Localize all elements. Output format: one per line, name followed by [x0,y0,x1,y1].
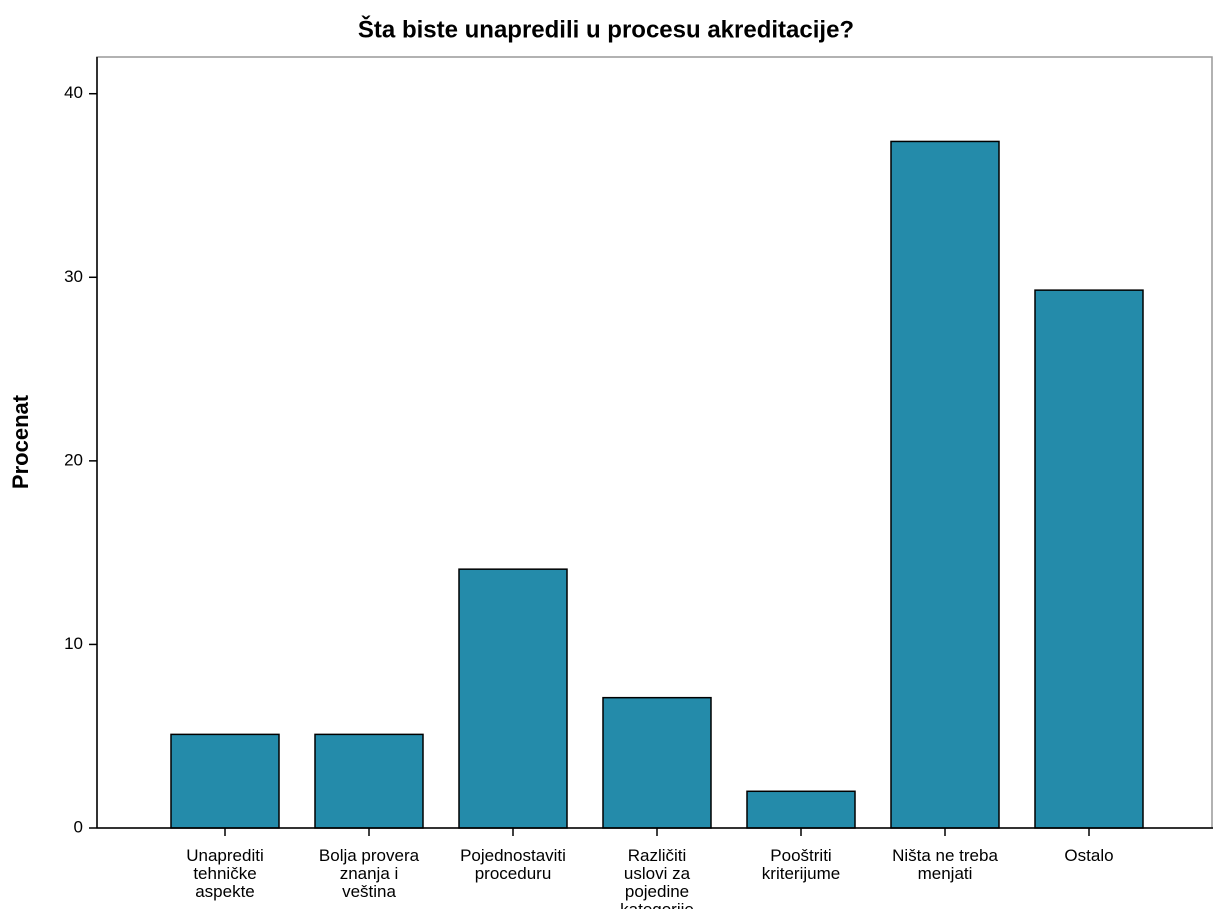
y-tick-label: 30 [64,267,83,286]
y-tick-label: 20 [64,450,83,469]
bar [458,568,568,829]
bar [602,696,712,829]
y-tick-label: 10 [64,634,83,653]
bar [314,733,424,829]
y-axis-label: Procenat [8,394,33,489]
bar [890,140,1000,829]
chart-title: Šta biste unapredili u procesu akreditac… [358,15,854,43]
y-tick-label: 40 [64,83,83,102]
bar [746,790,856,829]
x-tick-label: Pojednostaviti proceduru [460,846,566,883]
x-tick-label: Bolja provera znanja i veština [319,846,420,901]
y-tick-label: 0 [74,817,83,836]
x-tick-label: Ostalo [1064,846,1113,865]
x-tick-label: Unaprediti tehničke aspekte [186,846,264,901]
x-tick-label: Ništa ne treba menjati [892,846,998,883]
x-tick-label: Pooštriti kriterijume [762,846,840,883]
bar [170,733,280,829]
bar [1034,289,1144,829]
